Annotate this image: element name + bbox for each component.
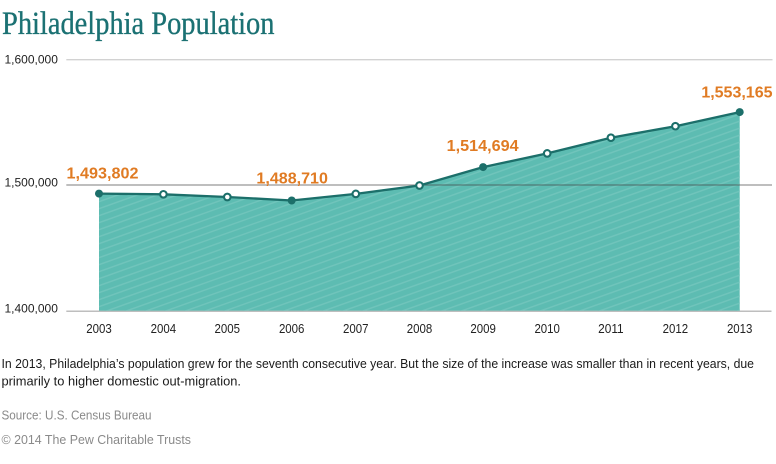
svg-text:1,493,802: 1,493,802 [67,165,139,182]
svg-text:In 2013, Philadelphia’s popula: In 2013, Philadelphia’s population grew … [2,356,755,371]
svg-text:1,400,000: 1,400,000 [5,302,59,316]
svg-text:2003: 2003 [86,322,112,336]
svg-text:1,600,000: 1,600,000 [5,53,59,67]
svg-text:1,500,000: 1,500,000 [5,176,59,190]
svg-text:2010: 2010 [534,322,560,336]
svg-text:2006: 2006 [279,322,305,336]
svg-text:2007: 2007 [343,322,369,336]
svg-text:2008: 2008 [407,322,433,336]
svg-text:Philadelphia Population: Philadelphia Population [2,6,275,42]
svg-text:2011: 2011 [598,322,624,336]
svg-text:2012: 2012 [663,322,689,336]
svg-text:© 2014 The Pew Charitable Trus: © 2014 The Pew Charitable Trusts [2,432,192,447]
svg-text:1,488,710: 1,488,710 [256,171,328,188]
svg-text:1,553,165: 1,553,165 [701,85,772,102]
svg-text:Source: U.S. Census Bureau: Source: U.S. Census Bureau [2,408,152,423]
svg-text:2009: 2009 [470,322,496,336]
svg-text:1,514,694: 1,514,694 [447,138,519,155]
svg-text:primarily to higher domestic o: primarily to higher domestic out-migrati… [2,374,242,389]
svg-text:2004: 2004 [151,322,177,336]
svg-text:2005: 2005 [215,322,241,336]
svg-text:2013: 2013 [727,322,753,336]
